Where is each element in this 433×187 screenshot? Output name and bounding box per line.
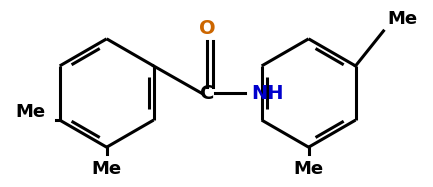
Text: C: C	[200, 84, 214, 102]
Text: Me: Me	[92, 160, 122, 178]
Text: Me: Me	[16, 103, 46, 121]
Text: Me: Me	[294, 160, 324, 178]
Text: Me: Me	[387, 10, 417, 28]
Text: NH: NH	[252, 84, 284, 102]
Text: O: O	[199, 19, 216, 39]
